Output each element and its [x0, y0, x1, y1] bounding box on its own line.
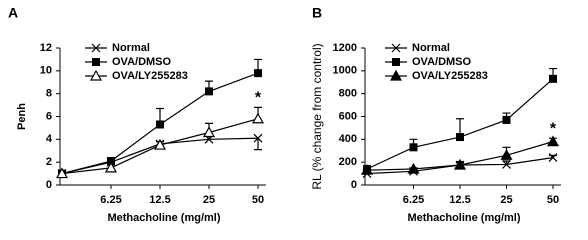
- data-point: [153, 138, 167, 150]
- legend-marker: [392, 58, 400, 66]
- legend-marker: [389, 69, 403, 81]
- data-point: [502, 160, 511, 169]
- y-tick-label: 8: [46, 88, 52, 100]
- x-axis-label: Methacholine (mg/ml): [107, 212, 220, 224]
- y-tick-label: 200: [339, 156, 357, 168]
- data-point: [409, 143, 418, 152]
- y-tick-label: 0: [351, 179, 357, 191]
- data-point: [205, 87, 213, 96]
- y-tick-label: 10: [40, 65, 52, 77]
- x-tick-label: 25: [203, 194, 215, 206]
- data-point: [104, 161, 118, 173]
- x-tick-label: 12.5: [149, 194, 170, 206]
- data-point: [107, 157, 115, 166]
- x-tick-label: 12.5: [449, 194, 470, 206]
- legend-marker: [89, 69, 103, 81]
- data-point: [549, 74, 557, 83]
- annotation: *: [550, 120, 557, 137]
- figure: A 0 2 4 6 8 10 12 6.25 12.5 25 50 Methacholine (mg/m…: [8, 5, 561, 224]
- y-axis-label: RL (% change from control): [310, 43, 324, 189]
- legend-label: OVA/DMSO: [412, 56, 472, 68]
- panel-label: A: [8, 5, 18, 21]
- y-tick-label: 600: [339, 110, 357, 122]
- error-bar: [254, 138, 262, 151]
- data-point: [456, 133, 464, 142]
- data-point: [360, 163, 374, 175]
- legend-label: Normal: [112, 42, 150, 54]
- x-tick-label: 50: [252, 194, 264, 206]
- data-point: [253, 133, 263, 143]
- data-point: [500, 149, 513, 160]
- legend-marker: [92, 58, 100, 66]
- y-tick-label: 4: [46, 133, 53, 145]
- data-point: [546, 135, 560, 147]
- data-point: [251, 112, 265, 124]
- x-tick-label: 25: [500, 194, 512, 206]
- data-point: [254, 69, 262, 78]
- y-tick-label: 0: [46, 179, 52, 191]
- y-tick-label: 12: [40, 42, 52, 54]
- y-tick-label: 1000: [333, 65, 357, 77]
- legend-marker: [391, 43, 401, 53]
- legend-label: OVA/LY255283: [112, 70, 188, 82]
- legend-marker: [91, 43, 101, 53]
- data-point: [453, 158, 467, 170]
- x-tick-label: 6.25: [403, 194, 424, 206]
- panel-label: B: [312, 5, 322, 21]
- y-tick-label: 2: [46, 156, 52, 168]
- y-tick-label: 1200: [333, 42, 357, 54]
- data-point: [548, 153, 558, 163]
- legend-label: Normal: [412, 42, 450, 54]
- data-point: [502, 115, 511, 124]
- annotation: *: [255, 90, 262, 107]
- data-point: [202, 126, 216, 138]
- legend-label: OVA/LY255283: [412, 70, 488, 82]
- y-tick-label: 800: [339, 88, 357, 100]
- data-point: [407, 162, 420, 174]
- data-point: [55, 167, 69, 179]
- y-tick-label: 400: [339, 133, 357, 145]
- data-point: [156, 120, 164, 129]
- y-tick-label: 6: [46, 110, 52, 122]
- x-tick-label: 6.25: [100, 194, 121, 206]
- x-tick-label: 50: [547, 194, 559, 206]
- y-axis-label: Penh: [16, 103, 28, 130]
- legend-label: OVA/DMSO: [112, 56, 172, 68]
- x-axis-label: Methacholine (mg/ml): [407, 212, 520, 224]
